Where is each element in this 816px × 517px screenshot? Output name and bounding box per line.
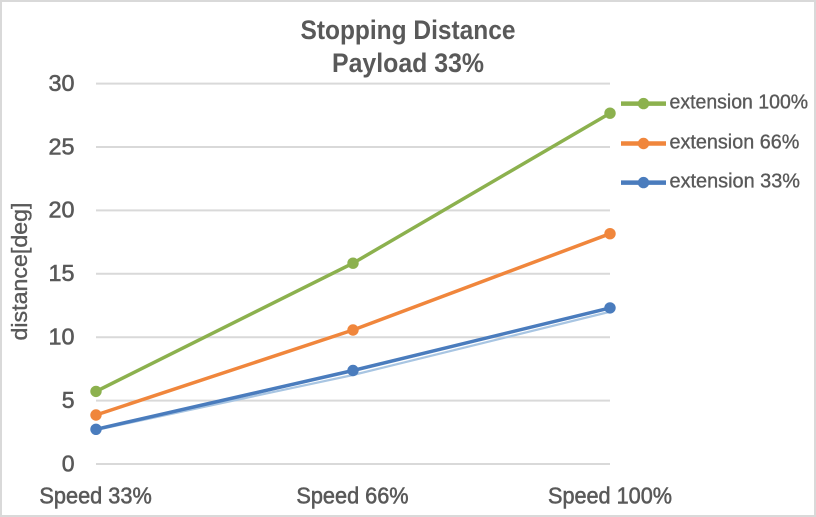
svg-text:Stopping Distance: Stopping Distance [301,15,516,45]
svg-text:20: 20 [49,197,75,223]
svg-text:extension 33%: extension 33% [670,171,801,193]
svg-text:distance[deg]: distance[deg] [7,203,32,341]
svg-text:extension 100%: extension 100% [670,92,809,114]
svg-text:30: 30 [49,70,75,96]
svg-text:Speed 33%: Speed 33% [39,483,151,509]
svg-text:5: 5 [62,387,75,413]
svg-text:10: 10 [49,324,75,350]
svg-text:15: 15 [49,260,75,286]
svg-text:extension 66%: extension 66% [670,132,800,154]
svg-text:25: 25 [49,133,75,159]
svg-text:Payload 33%: Payload 33% [332,48,484,78]
svg-text:0: 0 [62,450,75,476]
svg-text:Speed 66%: Speed 66% [296,483,408,509]
svg-text:Speed 100%: Speed 100% [548,483,672,509]
